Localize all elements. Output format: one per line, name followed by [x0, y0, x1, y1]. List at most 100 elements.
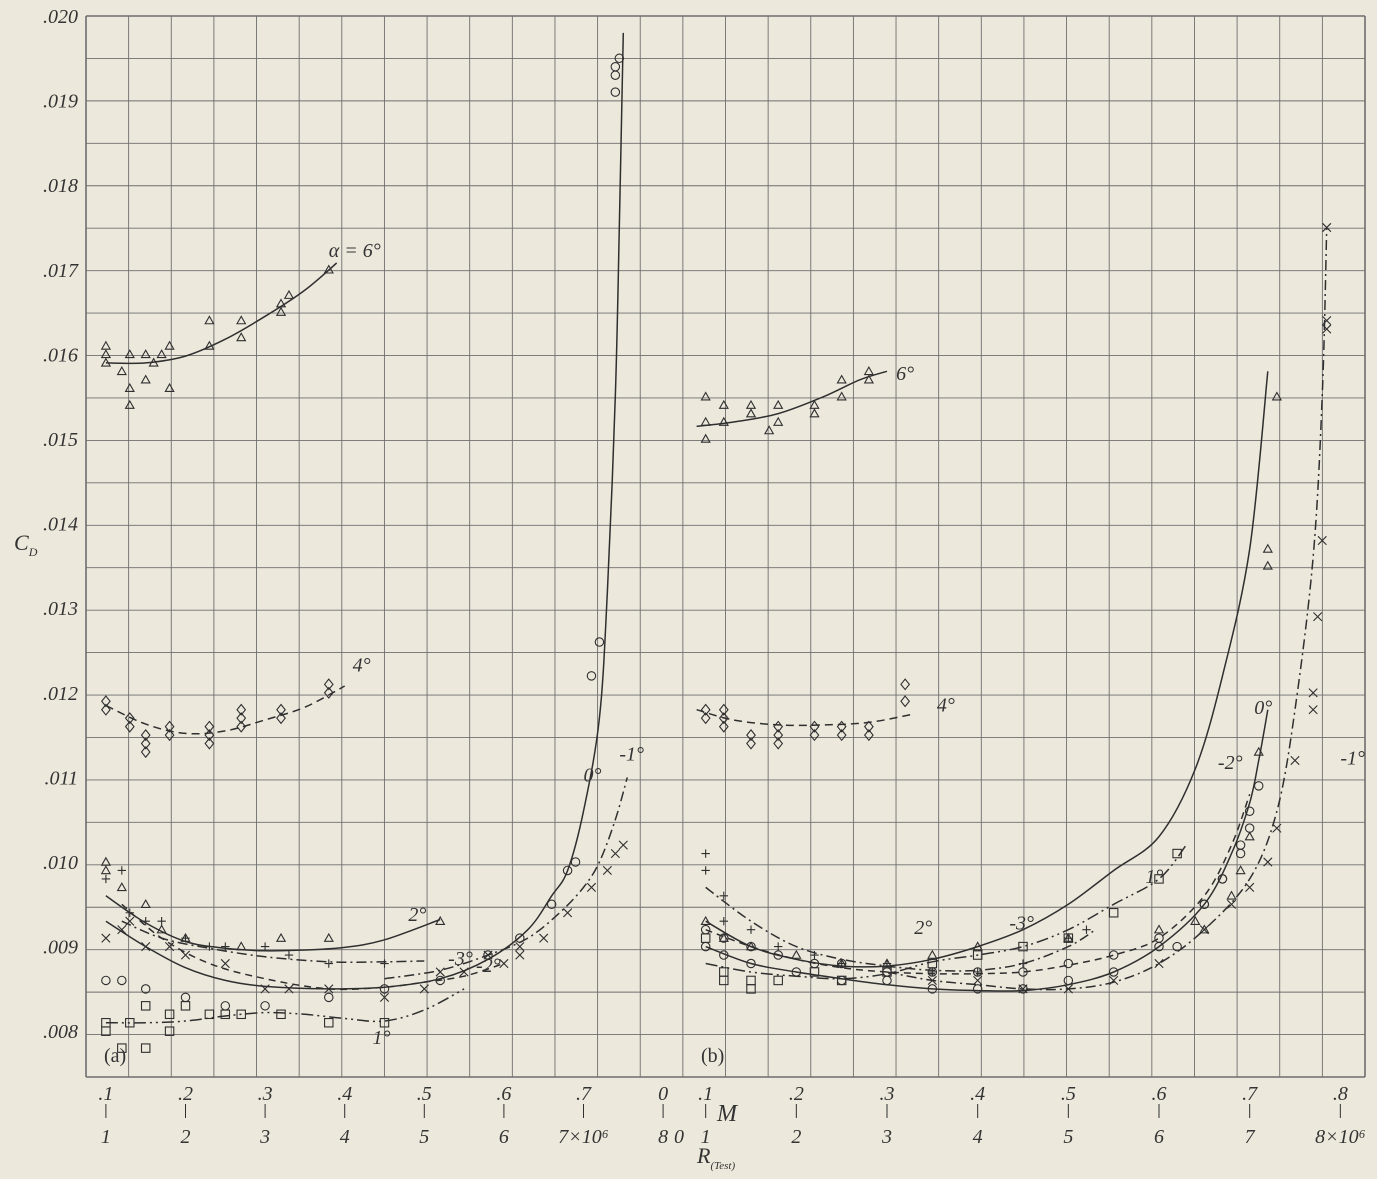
- data-point: [323, 686, 334, 699]
- data-point: [719, 891, 728, 901]
- series-line: [696, 708, 915, 727]
- data-point: [809, 729, 820, 742]
- m-tick-label: .2: [789, 1083, 804, 1105]
- r-tick-label: 2: [181, 1126, 191, 1148]
- data-point: [323, 678, 334, 691]
- data-point: [180, 1001, 191, 1011]
- m-tick-label: .6: [1152, 1083, 1167, 1105]
- data-point: [719, 950, 729, 960]
- data-point: [882, 967, 892, 977]
- data-point: [204, 340, 215, 350]
- data-point: [1313, 612, 1323, 622]
- data-point: [746, 984, 756, 994]
- series-label: -2°: [1218, 752, 1243, 774]
- data-point: [836, 958, 847, 969]
- series-line: [886, 227, 1328, 991]
- r-tick-label: 7×10⁶: [558, 1126, 608, 1148]
- data-point: [972, 941, 983, 951]
- data-point: [275, 932, 287, 942]
- series-label: 4°: [937, 694, 955, 716]
- data-point: [610, 62, 621, 72]
- data-point: [700, 933, 711, 943]
- data-point: [719, 917, 728, 926]
- series-label: 6°: [896, 363, 914, 385]
- data-point: [101, 975, 111, 986]
- data-point: [204, 737, 215, 750]
- data-point: [1253, 781, 1264, 791]
- series-group: 1°: [700, 844, 1187, 994]
- data-point: [1018, 941, 1028, 952]
- y-tick-label: .012: [43, 683, 78, 705]
- data-point: [276, 703, 286, 716]
- data-point: [773, 720, 784, 733]
- data-point: [260, 942, 270, 951]
- grid-lines: [85, 15, 1366, 1078]
- series-label: 0°: [584, 765, 602, 787]
- data-point: [973, 967, 982, 977]
- m-tick-label: .5: [1061, 1083, 1076, 1105]
- data-point: [515, 950, 525, 960]
- data-point: [323, 932, 334, 942]
- data-point: [148, 357, 159, 367]
- r-tick-label: 5: [1063, 1126, 1073, 1148]
- y-tick-label: .014: [43, 514, 78, 536]
- m-tick-label: .7: [576, 1083, 592, 1105]
- m-tick-label: .3: [880, 1083, 895, 1105]
- data-point: [100, 357, 112, 367]
- data-point: [746, 941, 756, 952]
- data-point: [618, 840, 628, 850]
- data-point: [746, 729, 756, 742]
- data-point: [746, 958, 756, 969]
- series-group: 0°: [101, 32, 625, 1011]
- data-point: [1199, 925, 1209, 935]
- data-point: [972, 950, 983, 960]
- data-point: [562, 908, 573, 918]
- data-point: [586, 671, 597, 681]
- m-tick-label: .3: [258, 1083, 273, 1105]
- data-point: [116, 366, 127, 376]
- data-point: [1063, 975, 1074, 986]
- data-point: [1190, 915, 1201, 925]
- data-point: [236, 720, 247, 733]
- data-point: [483, 950, 493, 960]
- series-group: 4°: [696, 678, 955, 750]
- data-point: [773, 729, 784, 742]
- data-point: [1199, 899, 1210, 910]
- data-point: [863, 374, 875, 384]
- data-point: [100, 703, 111, 716]
- data-point: [260, 1001, 270, 1011]
- data-point: [1063, 958, 1074, 969]
- data-point: [140, 1001, 151, 1011]
- series-label: 2°: [914, 917, 932, 939]
- series-label: -1°: [619, 743, 644, 765]
- data-point: [140, 745, 151, 759]
- data-point: [164, 942, 175, 952]
- series-line: [705, 844, 1187, 980]
- series-label: α = 6°: [329, 240, 381, 262]
- r-tick-label: 5: [419, 1126, 429, 1148]
- data-point: [124, 382, 135, 392]
- data-point: [700, 391, 711, 401]
- data-point: [1108, 950, 1119, 960]
- data-point: [117, 1043, 127, 1053]
- y-tick-label: .009: [43, 937, 78, 959]
- y-tick-label: .011: [44, 767, 78, 789]
- data-point: [140, 349, 151, 359]
- data-point: [164, 720, 175, 733]
- data-point: [164, 1009, 175, 1020]
- data-point: [973, 975, 983, 986]
- data-point: [700, 416, 711, 426]
- data-point: [164, 729, 175, 742]
- m-tick-label: .8: [1333, 1083, 1348, 1105]
- y-tick-label: .013: [43, 598, 78, 620]
- data-point: [1308, 705, 1318, 715]
- data-point: [284, 984, 294, 994]
- data-point: [164, 1026, 175, 1036]
- data-point: [882, 959, 892, 968]
- data-point: [275, 298, 287, 308]
- data-point: [204, 720, 215, 733]
- data-point: [1154, 958, 1164, 969]
- data-point: [927, 984, 938, 994]
- data-point: [1272, 823, 1282, 833]
